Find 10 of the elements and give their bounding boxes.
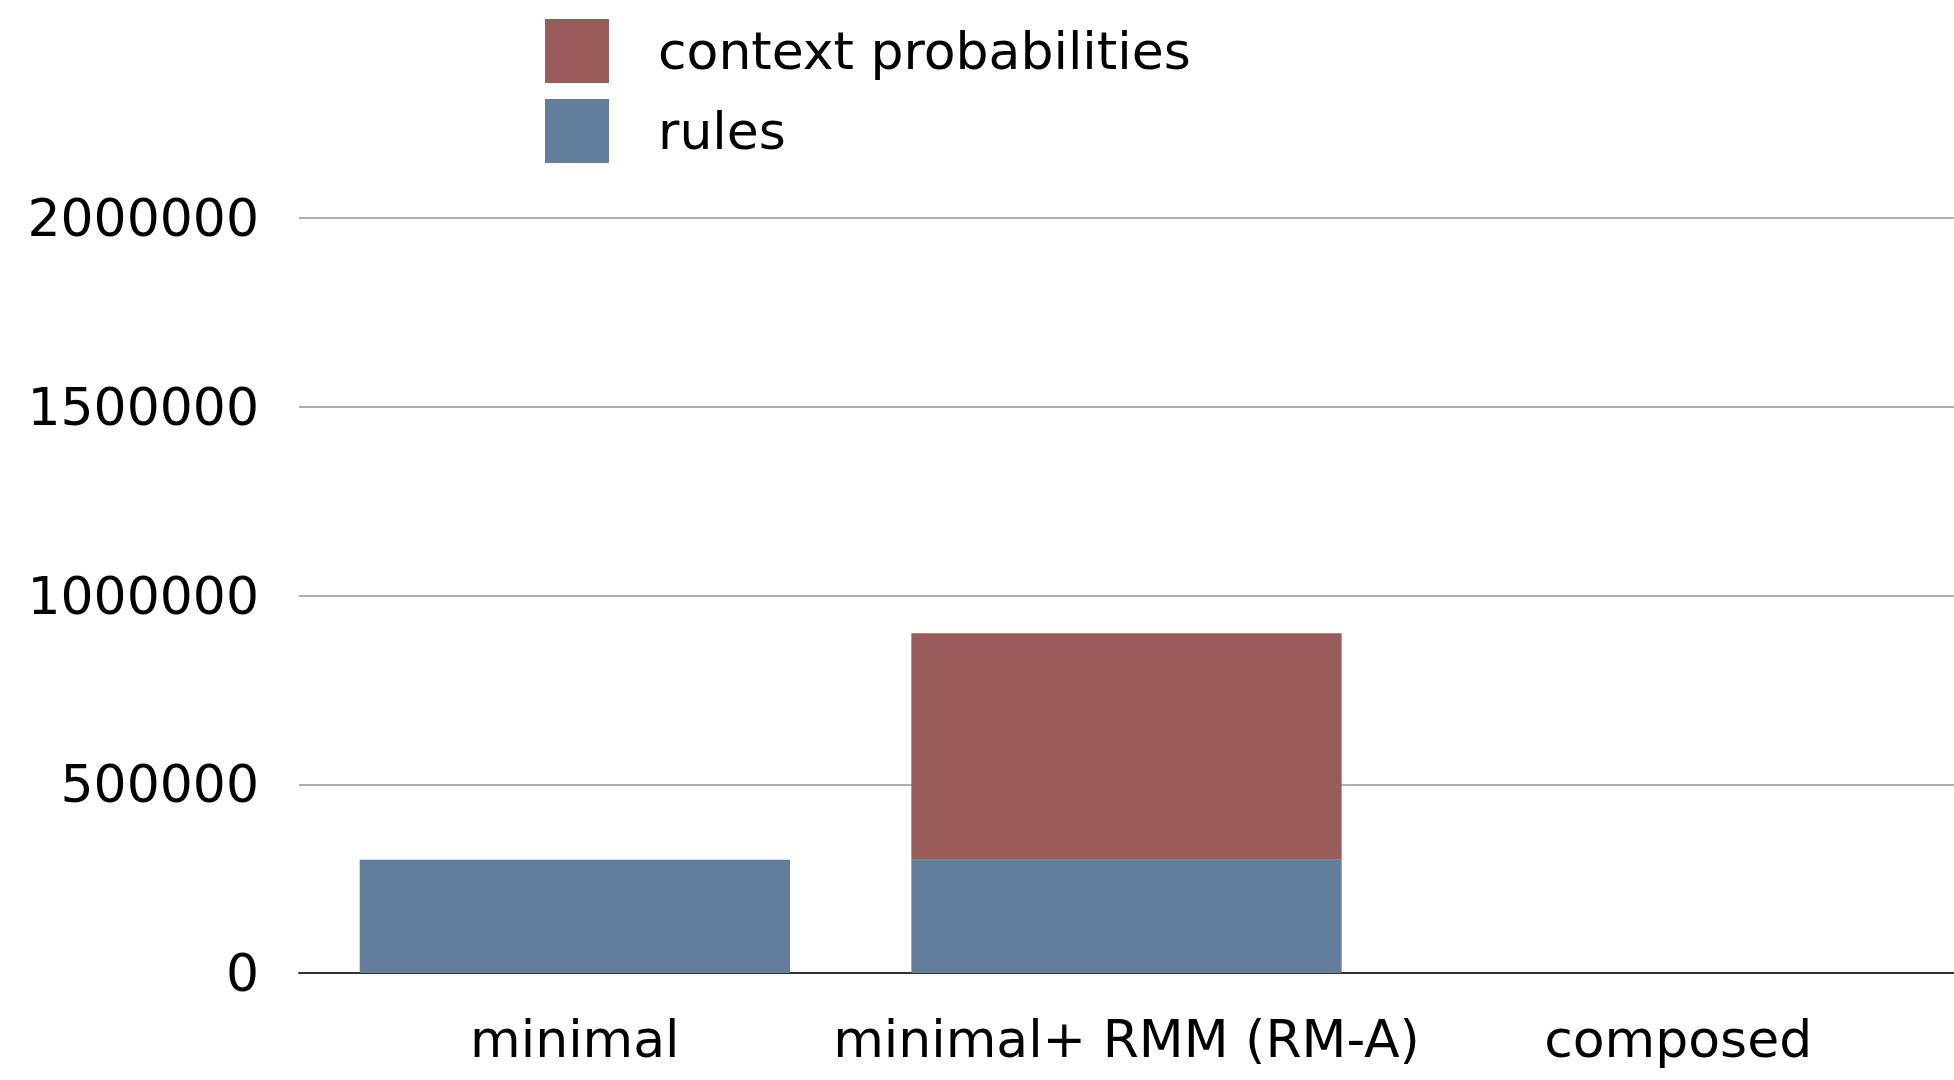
y-tick-label: 1000000 xyxy=(27,565,259,626)
x-tick-label: minimal+ RMM (RM-A) xyxy=(833,1009,1420,1069)
x-tick-label: composed xyxy=(1544,1009,1813,1069)
legend-label: rules xyxy=(658,101,786,161)
legend-label: context probabilities xyxy=(658,21,1191,81)
y-tick-label: 500000 xyxy=(60,754,259,815)
y-tick-label: 1500000 xyxy=(27,376,259,437)
y-tick-label: 2000000 xyxy=(27,188,259,248)
y-tick-label: 0 xyxy=(225,943,259,1003)
x-tick-label: minimal xyxy=(470,1009,680,1069)
